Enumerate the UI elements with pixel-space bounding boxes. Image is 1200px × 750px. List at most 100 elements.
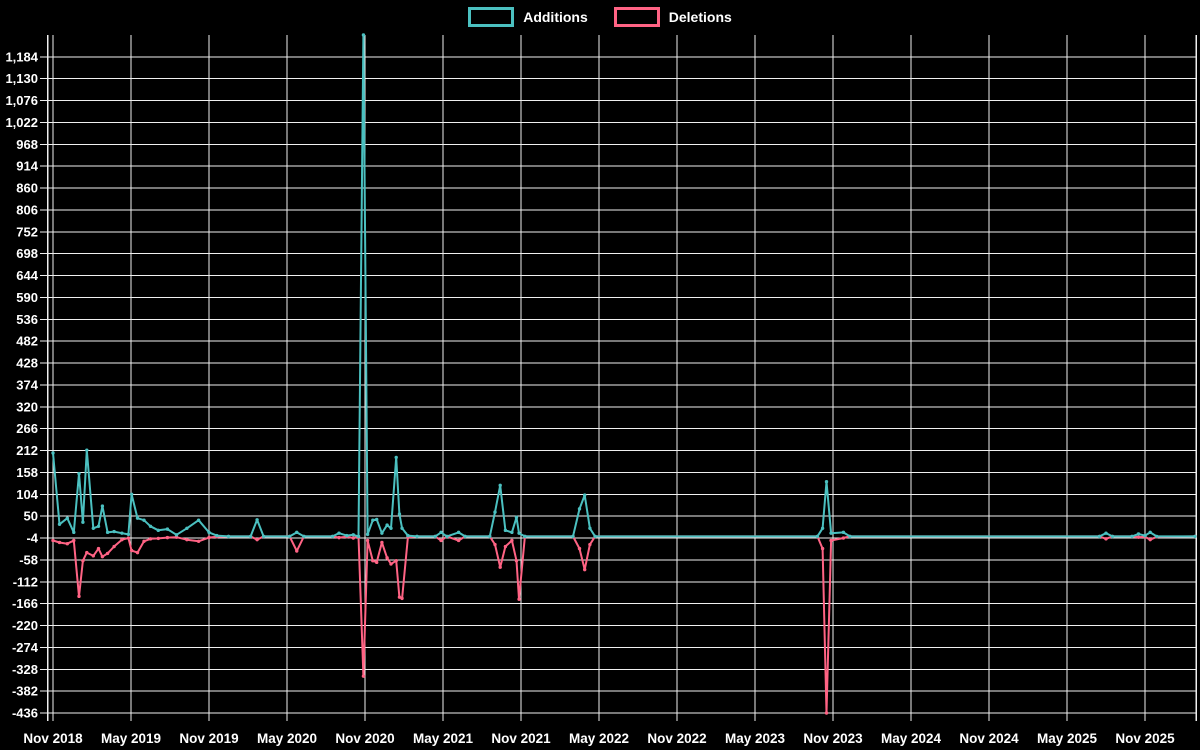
deletions-data-point [105, 551, 110, 556]
additions-data-point [380, 531, 384, 535]
deletions-data-point [380, 540, 384, 545]
deletions-data-point [337, 535, 341, 540]
additions-data-point [385, 523, 389, 527]
additions-data-point [196, 518, 201, 522]
additions-data-point [51, 451, 55, 455]
x-axis-labels: Nov 2018 May 2019 Nov 2019 May 2020 Nov 2020… [23, 731, 1175, 746]
additions-data-point [439, 530, 443, 535]
deletions-data-point [295, 549, 299, 553]
additions-data-point [100, 504, 105, 508]
deletions-legend-swatch [613, 7, 660, 27]
x-gridlines [52, 35, 1146, 721]
deletions-data-point [207, 535, 211, 540]
y-tick-label: 860 [16, 181, 38, 196]
additions-data-point [156, 528, 160, 533]
y-tick-label: 914 [16, 159, 38, 174]
deletions-data-point [498, 565, 502, 569]
additions-data-point [841, 530, 846, 535]
x-tick-label: May 2024 [881, 731, 942, 746]
additions-data-point [142, 518, 146, 522]
deletions-data-point [375, 560, 379, 565]
additions-data-point [65, 516, 70, 520]
y-tick-label: 590 [16, 290, 38, 305]
additions-data-point [226, 534, 231, 539]
y-tick-label: 1,130 [5, 71, 38, 86]
additions-data-point [120, 531, 124, 535]
additions-data-point [287, 534, 292, 539]
additions-data-point [330, 534, 335, 539]
additions-data-point [820, 526, 825, 531]
x-tick-label: Nov 2024 [959, 731, 1019, 746]
additions-data-point [493, 510, 497, 514]
deletions-data-point [503, 544, 508, 549]
deletions-data-point [493, 542, 497, 547]
deletions-legend-label: Deletions [668, 9, 732, 25]
additions-data-point [1136, 532, 1141, 536]
additions-data-point [445, 534, 449, 539]
additions-data-point [148, 524, 153, 528]
deletions-data-point [400, 596, 404, 601]
deletions-data-point [129, 548, 134, 553]
chart-legend: Additions Deletions [0, 7, 1200, 27]
deletions-data-point [577, 546, 582, 551]
y-tick-label: 698 [16, 246, 38, 261]
additions-data-point [105, 530, 110, 535]
additions-data-point [406, 533, 410, 538]
deletions-data-point [351, 536, 355, 540]
additions-data-point [433, 534, 437, 539]
additions-data-point [351, 533, 355, 537]
deletions-data-point [588, 542, 592, 547]
additions-data-point [510, 530, 514, 535]
y-tick-label: -4 [26, 531, 38, 546]
y-tick-label: -436 [12, 706, 38, 721]
deletions-data-point [51, 538, 55, 543]
additions-data-point [523, 534, 527, 539]
y-tick-label: -58 [19, 552, 38, 567]
additions-data-point [588, 526, 592, 531]
additions-series-line [51, 33, 1197, 539]
deletions-data-point [142, 539, 146, 543]
deletions-data-point [112, 544, 116, 549]
y-tick-label: 1,022 [5, 115, 38, 130]
deletions-data-point [96, 546, 101, 551]
deletions-data-point [371, 559, 375, 563]
additions-data-point [577, 507, 582, 511]
deletions-data-point [57, 540, 62, 545]
deletions-data-point [397, 595, 402, 599]
additions-data-point [1110, 534, 1115, 539]
x-tick-label: Nov 2022 [647, 731, 706, 746]
x-tick-label: May 2021 [413, 731, 474, 746]
deletions-data-point [185, 537, 189, 542]
y-tick-label: 320 [16, 399, 38, 414]
additions-data-point [498, 483, 502, 488]
y-tick-label: 158 [16, 465, 38, 480]
x-tick-label: Nov 2020 [335, 731, 394, 746]
x-tick-label: Nov 2023 [803, 731, 863, 746]
additions-data-point [295, 530, 299, 535]
additions-data-point [593, 534, 597, 539]
additions-data-point [129, 492, 134, 496]
x-tick-label: May 2025 [1037, 731, 1098, 746]
additions-data-point [302, 534, 306, 539]
deletions-data-point [829, 538, 833, 543]
y-tick-label: 968 [16, 137, 38, 152]
legend-item-additions[interactable]: Additions [468, 7, 588, 27]
deletions-data-point [174, 535, 179, 539]
additions-data-point [72, 530, 76, 535]
axis-borders [46, 35, 1197, 721]
additions-data-point [57, 522, 62, 526]
legend-item-deletions[interactable]: Deletions [613, 7, 732, 27]
additions-data-point [848, 534, 852, 539]
additions-data-point [456, 530, 461, 535]
additions-data-point [81, 520, 85, 524]
deletions-data-point [165, 535, 170, 540]
deletions-data-point [510, 538, 514, 543]
deletions-data-point [385, 556, 389, 560]
deletions-data-point [1104, 537, 1108, 541]
deletions-data-point [583, 567, 587, 572]
additions-data-point [215, 533, 219, 538]
additions-data-point [815, 534, 820, 539]
additions-data-point [503, 528, 508, 533]
additions-data-point [415, 534, 419, 539]
